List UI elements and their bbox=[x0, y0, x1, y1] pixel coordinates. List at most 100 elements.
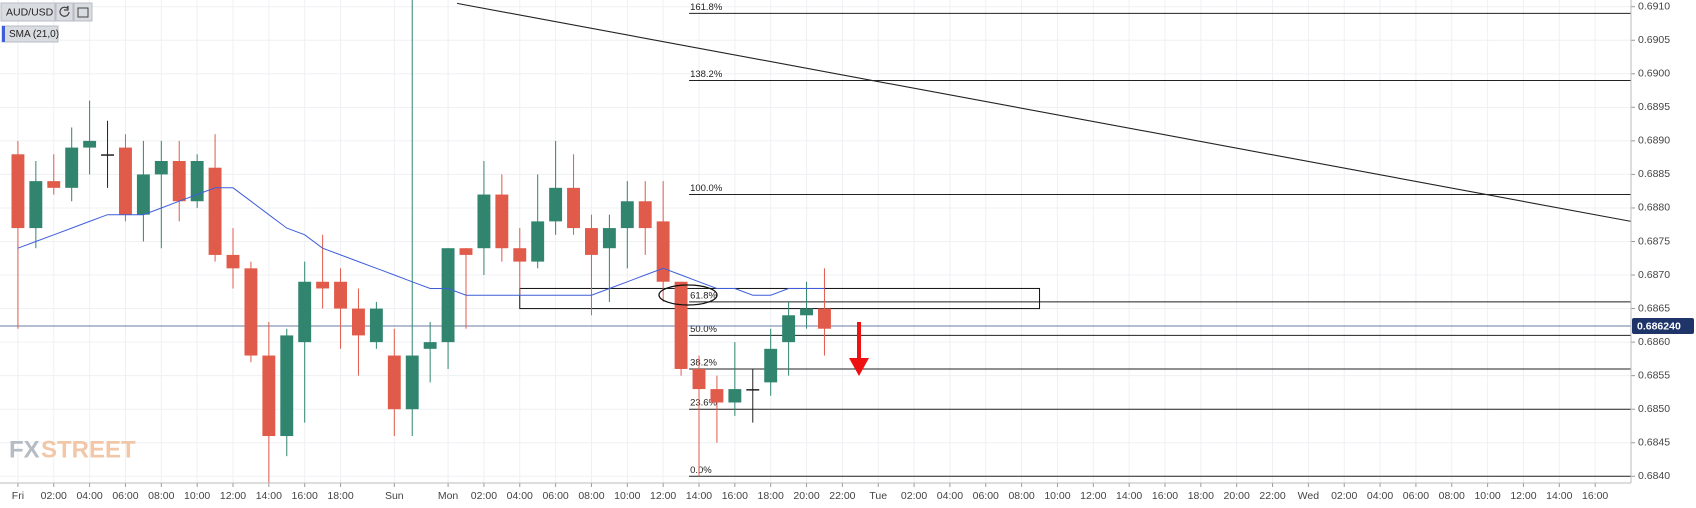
fib-label: 50.0% bbox=[690, 324, 717, 335]
arrow-head bbox=[849, 358, 869, 376]
candle-body bbox=[692, 368, 706, 390]
x-tick-label: 08:00 bbox=[1008, 490, 1034, 502]
x-tick-label: 18:00 bbox=[1188, 490, 1214, 502]
x-tick-label: 04:00 bbox=[76, 490, 102, 502]
candle-body bbox=[136, 174, 150, 215]
candle-body bbox=[513, 248, 527, 262]
x-tick-label: 22:00 bbox=[829, 490, 855, 502]
x-tick-label: 16:00 bbox=[292, 490, 318, 502]
candle-body bbox=[495, 194, 509, 249]
candle-body bbox=[728, 389, 742, 403]
current-price-label: 0.686240 bbox=[1637, 320, 1681, 332]
y-tick-label: 0.6880 bbox=[1638, 202, 1670, 214]
x-tick-label: 20:00 bbox=[793, 490, 819, 502]
y-tick-label: 0.6875 bbox=[1638, 235, 1670, 247]
x-tick-label: 12:00 bbox=[650, 490, 676, 502]
candle-body bbox=[459, 248, 473, 255]
x-tick-label: 04:00 bbox=[507, 490, 533, 502]
candle-body bbox=[208, 167, 222, 255]
y-tick-label: 0.6910 bbox=[1638, 0, 1670, 12]
candle-body bbox=[423, 342, 437, 349]
watermark-street: STREET bbox=[41, 436, 136, 463]
candle-body bbox=[746, 389, 760, 391]
candle-body bbox=[638, 201, 652, 229]
x-tick-label: 16:00 bbox=[1582, 490, 1608, 502]
x-tick-label: Tue bbox=[869, 490, 887, 502]
candle-body bbox=[280, 335, 294, 437]
candle-body bbox=[549, 187, 563, 222]
candle-body bbox=[190, 161, 204, 202]
fib-label: 38.2% bbox=[690, 357, 717, 368]
x-tick-label: 14:00 bbox=[256, 490, 282, 502]
candle-body bbox=[477, 194, 491, 249]
plot: 161.8% 138.2% 100.0% 61.8% 50.0% 38.2% 23.6% 0.… bbox=[0, 0, 1632, 483]
candle-body bbox=[782, 315, 796, 343]
fib-label: 138.2% bbox=[690, 69, 723, 80]
symbol-box[interactable] bbox=[0, 2, 56, 22]
y-tick-label: 0.6855 bbox=[1638, 369, 1670, 381]
x-tick-label: 02:00 bbox=[901, 490, 927, 502]
grid bbox=[0, 0, 1635, 487]
x-tick-label: 16:00 bbox=[722, 490, 748, 502]
candle-body bbox=[674, 281, 688, 369]
y-tick-label: 0.6890 bbox=[1638, 135, 1670, 147]
x-tick-label: 08:00 bbox=[578, 490, 604, 502]
y-tick-label: 0.6905 bbox=[1638, 34, 1670, 46]
x-tick-label: 14:00 bbox=[1546, 490, 1572, 502]
refresh-icon bbox=[59, 5, 70, 17]
candle-body bbox=[65, 147, 79, 188]
fib-label: 0.0% bbox=[690, 465, 712, 476]
x-tick-label: 18:00 bbox=[327, 490, 353, 502]
x-tick-label: 02:00 bbox=[1331, 490, 1357, 502]
x-tick-label: Sun bbox=[385, 490, 404, 502]
x-tick-label: 20:00 bbox=[1224, 490, 1250, 502]
fib-label: 100.0% bbox=[690, 183, 723, 194]
candle-body bbox=[531, 221, 545, 262]
candle-body bbox=[119, 147, 132, 215]
candle-body bbox=[656, 221, 670, 282]
y-tick-label: 0.6860 bbox=[1638, 336, 1670, 348]
fib-label: 61.8% bbox=[690, 290, 717, 301]
calendar-button[interactable] bbox=[73, 2, 93, 22]
y-tick-label: 0.6870 bbox=[1638, 269, 1670, 281]
y-tick-label: 0.6865 bbox=[1638, 302, 1670, 314]
y-tick-label: 0.6900 bbox=[1638, 68, 1670, 80]
candle-body bbox=[800, 308, 813, 316]
y-tick-label: 0.6840 bbox=[1638, 470, 1670, 482]
sma-line bbox=[17, 187, 825, 296]
candle-body bbox=[369, 308, 383, 343]
symbol: AUD/USD bbox=[6, 6, 54, 18]
candle-body bbox=[244, 268, 258, 356]
candle-body bbox=[387, 355, 401, 410]
x-tick-label: 06:00 bbox=[112, 490, 138, 502]
indicator-swatch bbox=[2, 26, 5, 42]
x-tick-label: 10:00 bbox=[184, 490, 210, 502]
candle-body bbox=[334, 281, 347, 309]
current-price-tag bbox=[1632, 318, 1694, 335]
candle-body bbox=[101, 154, 114, 156]
x-tick-label: 10:00 bbox=[614, 490, 640, 502]
x-tick-label: 16:00 bbox=[1152, 490, 1178, 502]
candle-body bbox=[83, 140, 97, 148]
y-tick-label: 0.6845 bbox=[1638, 437, 1670, 449]
refresh-button[interactable] bbox=[55, 2, 74, 22]
x-tick-label: 12:00 bbox=[220, 490, 246, 502]
highlight-ellipse bbox=[658, 284, 718, 306]
fib-label: 161.8% bbox=[690, 2, 723, 13]
candle-body bbox=[262, 355, 276, 437]
candle-body bbox=[29, 181, 43, 229]
calendar-icon bbox=[77, 7, 89, 18]
candle-body bbox=[441, 248, 455, 343]
candle-body bbox=[352, 308, 365, 336]
x-tick-label: 02:00 bbox=[471, 490, 497, 502]
candle-body bbox=[47, 181, 61, 188]
x-tick-label: 06:00 bbox=[1403, 490, 1429, 502]
x-tick-label: 10:00 bbox=[1474, 490, 1500, 502]
watermark-fx: FX bbox=[9, 436, 40, 463]
fib-label: 23.6% bbox=[690, 398, 717, 409]
x-tick-label: Fri bbox=[12, 490, 24, 502]
x-tick-label: Wed bbox=[1298, 490, 1320, 502]
x-tick-label: 12:00 bbox=[1510, 490, 1536, 502]
indicator-label: SMA (21,0) bbox=[9, 29, 59, 40]
